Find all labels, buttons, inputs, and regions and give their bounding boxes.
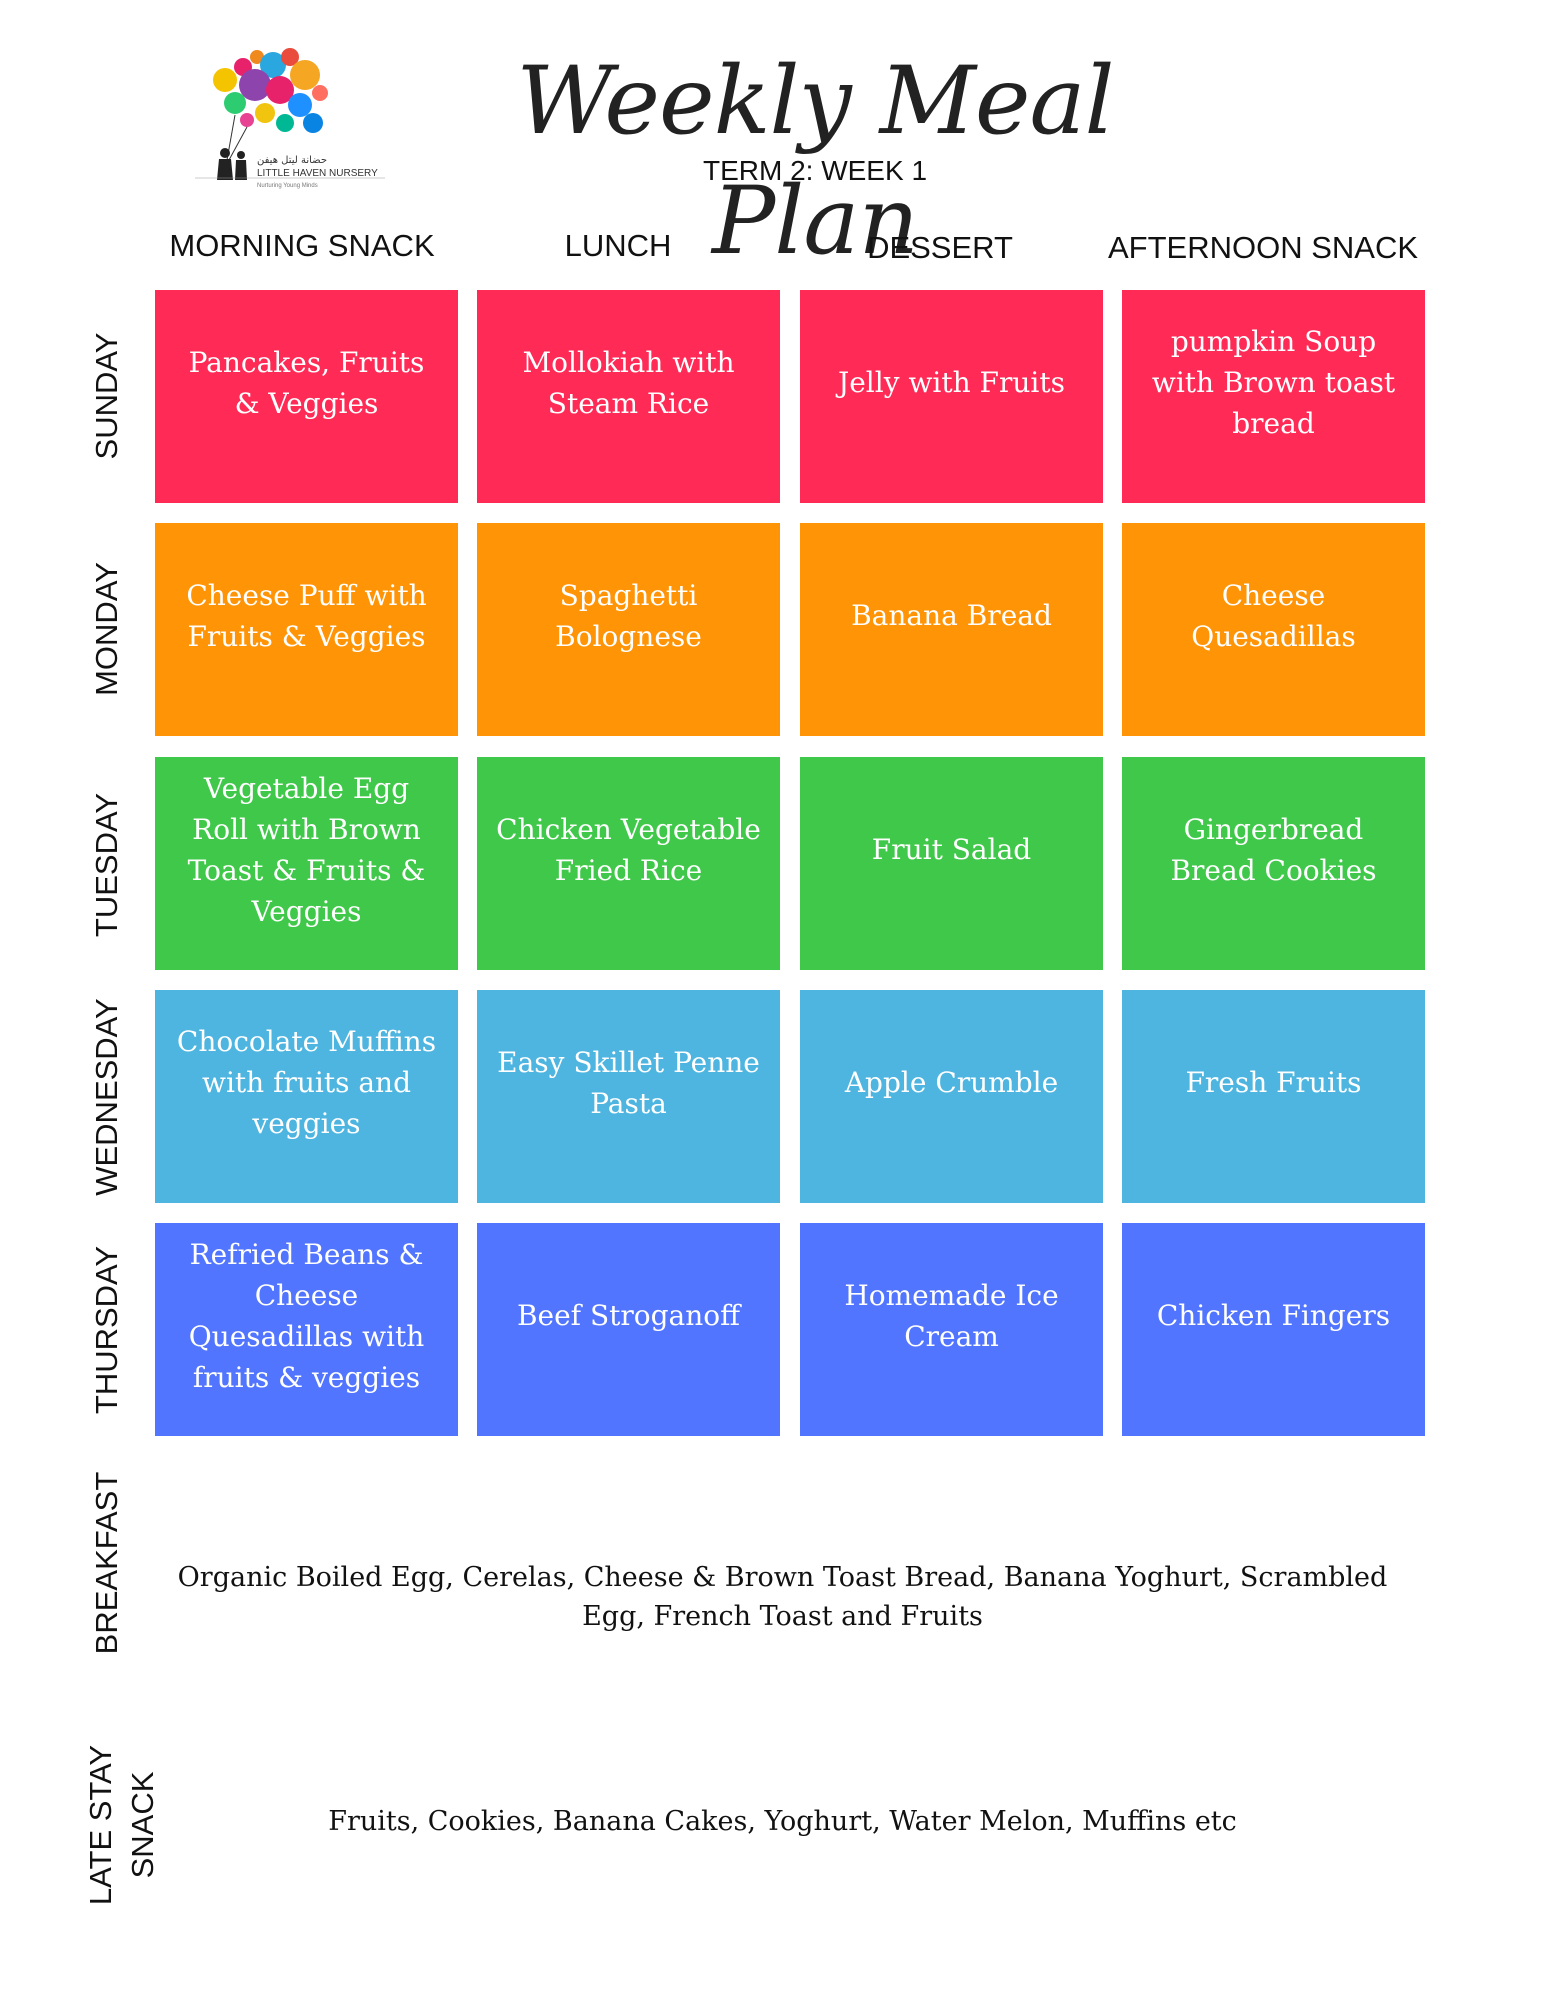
late-stay-snack-text: Fruits, Cookies, Banana Cakes, Yoghurt, … [328, 1806, 1237, 1837]
meal-cell-monday-morning-snack: Cheese Puff with Fruits & Veggies [155, 523, 458, 736]
column-header-dessert: DESSERT [867, 230, 1013, 265]
meal-cell-thursday-lunch: Beef Stroganoff [477, 1223, 780, 1436]
meal-cell-sunday-afternoon-snack: pumpkin Soup with Brown toast bread [1122, 290, 1425, 503]
column-header-lunch: LUNCH [564, 228, 672, 263]
logo-balloons-image: حضانة ليتل هيفن LITTLE HAVEN NURSERY Nur… [195, 48, 385, 189]
page-title: Weekly Meal Plan [516, 47, 1114, 276]
svg-text:Nurturing Young Minds: Nurturing Young Minds [257, 183, 318, 189]
meal-cell-sunday-lunch: Mollokiah with Steam Rice [477, 290, 780, 503]
row-label-late-stay-snack: LATE STAY SNACK [83, 1744, 160, 1906]
meal-cell-tuesday-lunch: Chicken Vegetable Fried Rice [477, 757, 780, 970]
meal-cell-wednesday-afternoon-snack: Fresh Fruits [1122, 990, 1425, 1203]
row-label-breakfast: BREAKFAST [89, 1471, 124, 1655]
meal-cell-wednesday-dessert: Apple Crumble [800, 990, 1103, 1203]
column-header-afternoon-snack: AFTERNOON SNACK [1107, 230, 1419, 265]
meal-cell-wednesday-morning-snack: Chocolate Muffins with fruits and veggie… [155, 990, 458, 1203]
meal-cell-monday-dessert: Banana Bread [800, 523, 1103, 736]
meal-cell-wednesday-lunch: Easy Skillet Penne Pasta [477, 990, 780, 1203]
svg-text:حضانة ليتل هيفن: حضانة ليتل هيفن [257, 155, 327, 166]
meal-cell-thursday-dessert: Homemade Ice Cream [800, 1223, 1103, 1436]
meal-cell-monday-lunch: Spaghetti Bolognese [477, 523, 780, 736]
term-week-subtitle: TERM 2: WEEK 1 [702, 155, 928, 186]
meal-cell-sunday-dessert: Jelly with Fruits [800, 290, 1103, 503]
meal-cell-tuesday-dessert: Fruit Salad [800, 757, 1103, 970]
svg-text:LITTLE HAVEN NURSERY: LITTLE HAVEN NURSERY [257, 168, 378, 179]
meal-cell-monday-afternoon-snack: Cheese Quesadillas [1122, 523, 1425, 736]
meal-cell-thursday-morning-snack: Refried Beans & Cheese Quesadillas with … [155, 1223, 458, 1436]
meal-cell-tuesday-morning-snack: Vegetable Egg Roll with Brown Toast & Fr… [155, 757, 458, 970]
meal-cell-sunday-morning-snack: Pancakes, Fruits & Veggies [155, 290, 458, 503]
breakfast-menu-text: Organic Boiled Egg, Cerelas, Cheese & Br… [177, 1562, 1388, 1632]
meal-cell-thursday-afternoon-snack: Chicken Fingers [1122, 1223, 1425, 1436]
meal-cell-tuesday-afternoon-snack: Gingerbread Bread Cookies [1122, 757, 1425, 970]
nursery-logo: حضانة ليتل هيفن LITTLE HAVEN NURSERY Nur… [195, 45, 410, 190]
column-header-morning-snack: MORNING SNACK [169, 228, 435, 263]
